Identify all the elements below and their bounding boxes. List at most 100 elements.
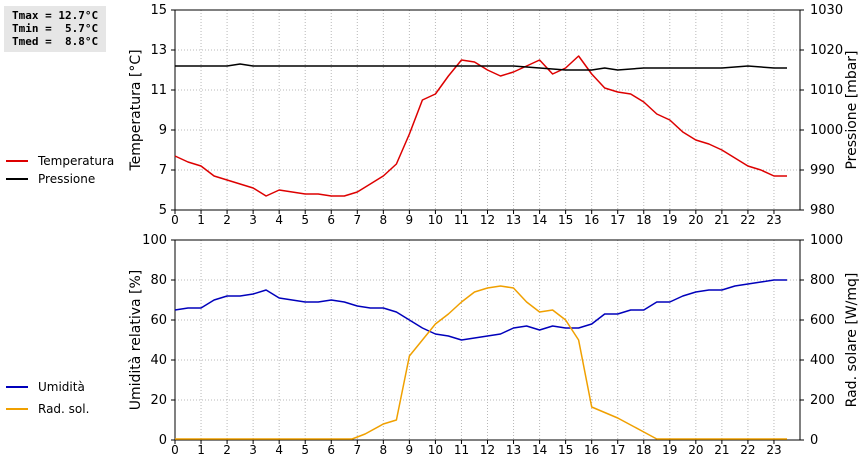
y2-tick-label: 1030 [810, 3, 843, 18]
x-tick-label: 16 [584, 443, 599, 457]
x-tick-label: 4 [275, 213, 283, 227]
legend-humidity: Umidità [6, 380, 85, 394]
y-tick-label: 11 [150, 83, 167, 98]
y2-tick-label: 1000 [810, 233, 843, 248]
y-tick-label: 7 [159, 163, 167, 178]
legend-radiation-label: Rad. sol. [38, 402, 90, 416]
y2-tick-label: 800 [810, 273, 835, 288]
x-tick-label: 23 [766, 443, 781, 457]
legend-radiation: Rad. sol. [6, 402, 89, 416]
x-tick-label: 0 [171, 213, 179, 227]
x-tick-label: 22 [740, 443, 755, 457]
x-tick-label: 10 [428, 213, 443, 227]
x-tick-label: 7 [353, 213, 361, 227]
x-tick-label: 22 [740, 213, 755, 227]
y2-axis-title: Pressione [mbar] [844, 50, 860, 169]
x-tick-label: 11 [454, 213, 469, 227]
legend-pressure: Pressione [6, 172, 95, 186]
legend-pressure-label: Pressione [38, 172, 96, 186]
x-tick-label: 3 [249, 443, 257, 457]
x-tick-label: 17 [610, 213, 625, 227]
y2-tick-label: 600 [810, 313, 835, 328]
y2-tick-label: 980 [810, 203, 835, 218]
y2-tick-label: 990 [810, 163, 835, 178]
y-tick-label: 20 [150, 393, 167, 408]
y-tick-label: 100 [142, 233, 167, 248]
y-tick-label: 40 [150, 353, 167, 368]
x-tick-label: 18 [636, 213, 651, 227]
plot-frame [174, 239, 801, 441]
x-tick-label: 5 [301, 443, 309, 457]
x-tick-label: 5 [301, 213, 309, 227]
legend-pressure-swatch [6, 178, 28, 180]
x-tick-label: 19 [662, 213, 677, 227]
x-tick-label: 15 [558, 443, 573, 457]
legend-radiation-swatch [6, 408, 28, 410]
x-tick-label: 13 [506, 443, 521, 457]
y2-tick-label: 400 [810, 353, 835, 368]
y2-tick-label: 1020 [810, 43, 843, 58]
y-tick-label: 5 [159, 203, 167, 218]
x-tick-label: 23 [766, 213, 781, 227]
x-tick-label: 16 [584, 213, 599, 227]
tmin-value: Tmin = 5.7°C [12, 22, 99, 35]
x-tick-label: 4 [275, 443, 283, 457]
x-tick-label: 20 [688, 443, 703, 457]
x-tick-label: 0 [171, 443, 179, 457]
x-tick-label: 1 [197, 213, 205, 227]
y2-tick-label: 200 [810, 393, 835, 408]
legend-temperature-swatch [6, 160, 28, 162]
x-tick-label: 18 [636, 443, 651, 457]
x-tick-label: 1 [197, 443, 205, 457]
x-tick-label: 6 [327, 443, 335, 457]
legend-temperature: Temperatura [6, 154, 114, 168]
x-tick-label: 11 [454, 443, 469, 457]
x-tick-label: 9 [406, 213, 414, 227]
x-tick-label: 12 [480, 213, 495, 227]
x-tick-label: 3 [249, 213, 257, 227]
pressione-series-line [175, 63, 787, 71]
tmax-value: Tmax = 12.7°C [12, 9, 99, 22]
x-tick-label: 6 [327, 213, 335, 227]
x-tick-label: 8 [380, 443, 388, 457]
x-tick-label: 2 [223, 213, 231, 227]
y-axis-title: Umidità relativa [%] [128, 270, 144, 411]
y-tick-label: 60 [150, 313, 167, 328]
y-tick-label: 9 [159, 123, 167, 138]
x-tick-label: 13 [506, 213, 521, 227]
temperatura-series-line [174, 55, 787, 197]
legend-humidity-label: Umidità [38, 380, 85, 394]
y2-axis-title: Rad. solare [W/mq] [844, 273, 860, 408]
x-tick-label: 7 [353, 443, 361, 457]
legend-humidity-swatch [6, 386, 28, 388]
x-tick-label: 21 [714, 443, 729, 457]
rad-sol-series-line [175, 285, 787, 440]
x-tick-label: 14 [532, 443, 547, 457]
y-tick-label: 0 [159, 433, 167, 448]
x-tick-label: 2 [223, 443, 231, 457]
plot-frame [174, 9, 801, 211]
stats-box: Tmax = 12.7°C Tmin = 5.7°C Tmed = 8.8°C [4, 6, 106, 52]
x-tick-label: 15 [558, 213, 573, 227]
tmed-value: Tmed = 8.8°C [12, 35, 99, 48]
y-tick-label: 13 [150, 43, 167, 58]
x-tick-label: 20 [688, 213, 703, 227]
umidit-series-line [174, 279, 787, 341]
x-tick-label: 14 [532, 213, 547, 227]
x-tick-label: 8 [380, 213, 388, 227]
x-tick-label: 17 [610, 443, 625, 457]
y-axis-title: Temperatura [°C] [128, 49, 144, 171]
x-tick-label: 21 [714, 213, 729, 227]
x-tick-label: 19 [662, 443, 677, 457]
x-tick-label: 9 [406, 443, 414, 457]
legend-temperature-label: Temperatura [38, 154, 115, 168]
y2-tick-label: 1010 [810, 83, 843, 98]
x-tick-label: 10 [428, 443, 443, 457]
x-tick-label: 12 [480, 443, 495, 457]
y-tick-label: 15 [150, 3, 167, 18]
y2-tick-label: 0 [810, 433, 818, 448]
y2-tick-label: 1000 [810, 123, 843, 138]
